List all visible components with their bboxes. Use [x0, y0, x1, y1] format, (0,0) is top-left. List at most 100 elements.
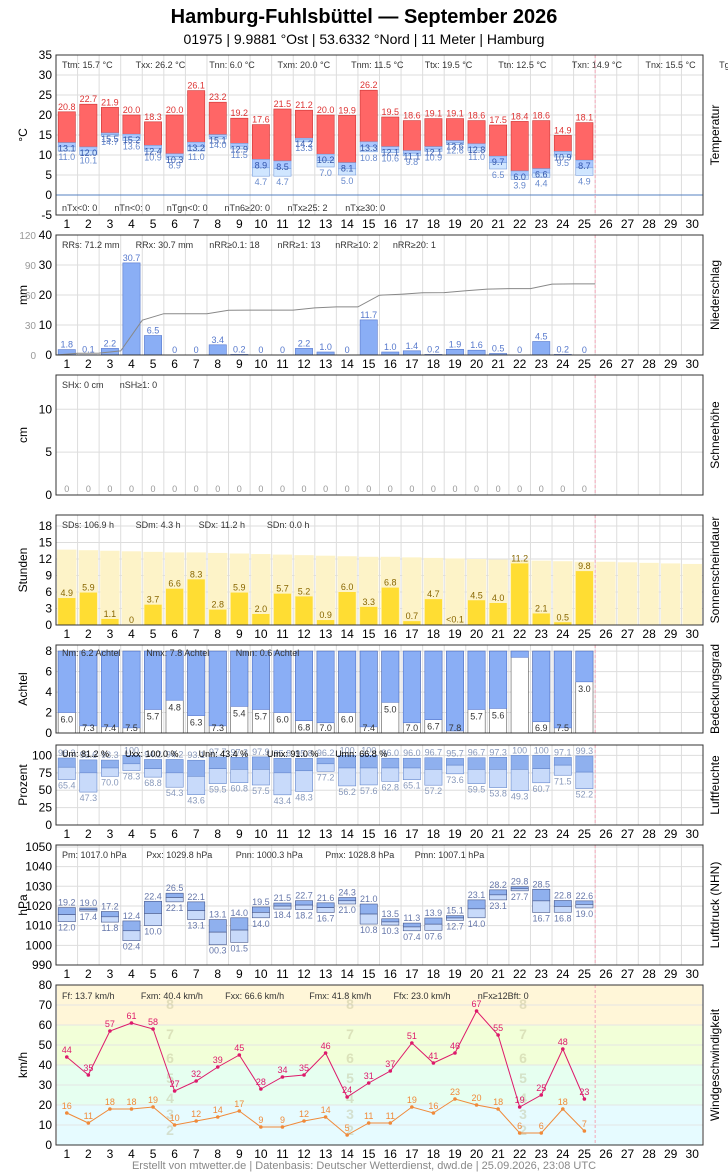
humidity-max-label: 97.7 — [209, 747, 227, 757]
pressure-min-label: 18.2 — [295, 911, 313, 921]
humidity-lower-bar — [446, 764, 464, 775]
y-tick-label: 25 — [39, 88, 53, 102]
daylength-bar — [315, 555, 336, 625]
wind-label: 27 — [170, 1079, 180, 1089]
humidity-lower-bar — [381, 767, 400, 782]
stat-text: nRR≥0.1: 18 — [209, 240, 259, 250]
snow-label: 0 — [151, 484, 156, 494]
x-tick-label: 4 — [128, 827, 135, 841]
cloud-bar — [467, 650, 486, 710]
pressure-upper-bar — [100, 911, 119, 918]
tmin-bar — [467, 147, 486, 152]
tmin-label: 11.0 — [468, 152, 485, 162]
x-tick-label: 21 — [491, 1147, 505, 1161]
sunshine-bar — [252, 614, 270, 625]
tday-label: 15.5 — [101, 134, 119, 144]
x-tick-label: 10 — [254, 357, 268, 371]
cloud-bar — [79, 650, 98, 727]
tday-label: 10.9 — [554, 152, 572, 162]
y-tick-label: 0 — [45, 188, 52, 202]
sunshine-bar — [273, 593, 292, 625]
precip-label: 1.0 — [384, 342, 397, 352]
humidity-max-label: 100 — [534, 745, 549, 755]
x-tick-label: 5 — [150, 827, 157, 841]
x-tick-label: 12 — [297, 967, 311, 981]
x-tick-label: 28 — [642, 357, 656, 371]
precip-label: 4.5 — [535, 332, 548, 342]
cloud-bar — [381, 650, 400, 703]
humidity-min-label: 48.3 — [295, 792, 313, 802]
pressure-max-label: 26.5 — [166, 883, 184, 893]
stat-text: Ffx: 23.0 km/h — [394, 991, 451, 1001]
cloud-label: 3.0 — [578, 684, 591, 694]
pressure-min-label: 00.3 — [209, 946, 227, 956]
plot-frame — [55, 844, 704, 966]
tmax-label: 19.9 — [338, 105, 356, 115]
wind-point — [302, 1073, 306, 1077]
x-tick-label: 1 — [63, 357, 70, 371]
x-tick-label: 20 — [470, 1147, 484, 1161]
humidity-lower-bar — [100, 767, 119, 777]
sunshine-label: 4.0 — [492, 593, 505, 603]
x-tick-label: 8 — [214, 1147, 221, 1161]
x-tick-label: 11 — [276, 627, 289, 641]
wind-label: 23 — [450, 1087, 460, 1097]
wind-point — [215, 1065, 220, 1069]
humidity-min-label: 49.3 — [511, 792, 529, 802]
x-tick-label: 9 — [236, 217, 243, 231]
wind-label: 44 — [62, 1045, 72, 1055]
tmin-bar — [575, 167, 594, 176]
pressure-max-label: 22.1 — [187, 892, 205, 902]
y-tick-label: 20 — [39, 108, 53, 122]
x-tick-label: 25 — [578, 827, 592, 841]
wind-point — [561, 1107, 565, 1111]
x-tick-label: 28 — [642, 967, 656, 981]
humidity-upper-bar — [381, 757, 400, 769]
wind-label: 48 — [558, 1037, 568, 1047]
tmax-bar — [295, 109, 313, 139]
y-axis-label: cm — [16, 427, 30, 443]
x-tick-label: 14 — [340, 967, 354, 981]
x-tick-label: 10 — [254, 967, 268, 981]
stat-text: Fxx: 66.6 km/h — [225, 991, 284, 1001]
sunshine-label: 8.3 — [190, 569, 203, 579]
x-tick-label: 20 — [470, 357, 484, 371]
plot-frame — [55, 514, 704, 626]
pressure-min-label: 10.3 — [382, 926, 400, 936]
pressure-max-label: 12.4 — [123, 911, 141, 921]
humidity-upper-bar — [424, 757, 443, 770]
stat-text: RRs: 71.2 mm — [62, 240, 120, 250]
y-axis-label: Prozent — [16, 764, 30, 806]
wind-label: 35 — [83, 1063, 93, 1073]
precip-label: 30.7 — [123, 253, 141, 263]
y-tick-label: 35 — [39, 48, 53, 62]
pressure-lower-bar — [402, 926, 421, 932]
snow-label: 0 — [323, 484, 328, 494]
y-tick-label: 1000 — [25, 938, 52, 952]
beaufort-label: 6 — [166, 1050, 174, 1066]
humidity-min-label: 73.6 — [446, 775, 464, 785]
tmin-label: 9.5 — [557, 158, 570, 168]
tmax-label: 21.9 — [101, 97, 119, 107]
wind-label: 11 — [386, 1111, 395, 1121]
y-tick-label: 25 — [39, 801, 53, 815]
tmin-bar — [553, 153, 572, 158]
x-tick-label: 22 — [513, 357, 527, 371]
tmin-bar — [100, 134, 119, 137]
snow-label: 0 — [409, 484, 414, 494]
snow-label: 0 — [539, 484, 544, 494]
x-tick-label: 18 — [427, 827, 441, 841]
pressure-lower-bar — [122, 930, 141, 941]
wind-point — [366, 1121, 371, 1125]
pressure-upper-bar — [359, 903, 378, 915]
y-tick-label: 1050 — [25, 840, 52, 854]
wind-point — [496, 1107, 500, 1111]
x-tick-label: 10 — [254, 1147, 268, 1161]
pressure-lower-bar — [532, 900, 551, 913]
pressure-max-label: 28.2 — [489, 880, 507, 890]
wind-label: 11 — [84, 1111, 93, 1121]
tmax-bar — [122, 114, 141, 135]
tmin-bar — [532, 172, 551, 178]
snow-label: 0 — [237, 484, 242, 494]
